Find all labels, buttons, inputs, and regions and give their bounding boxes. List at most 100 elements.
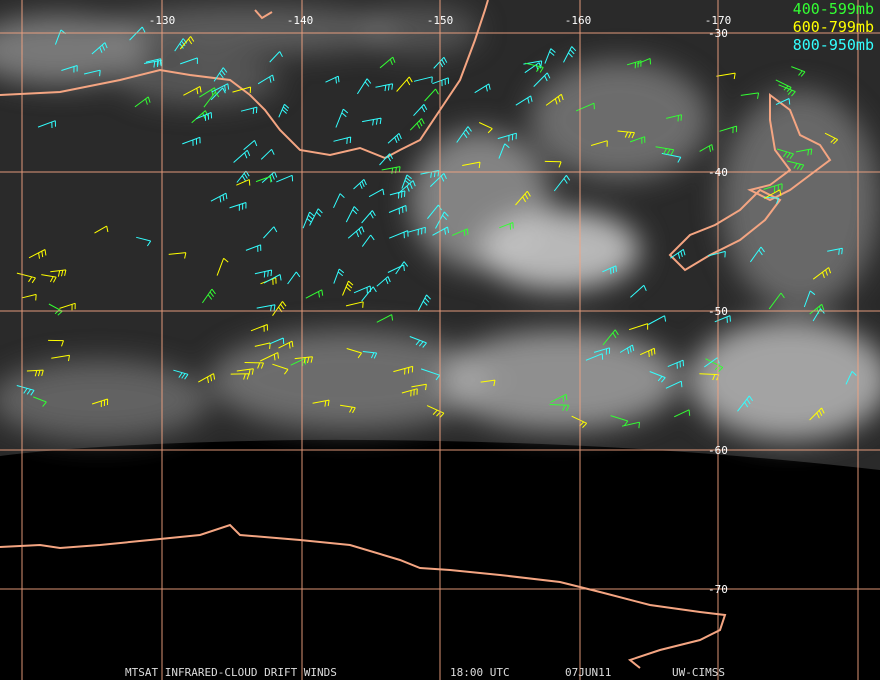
wind-barb bbox=[389, 190, 406, 199]
wind-barb bbox=[397, 180, 416, 195]
wind-barb bbox=[183, 85, 202, 96]
wind-barb bbox=[553, 174, 571, 192]
wind-barb bbox=[229, 202, 247, 211]
wind-barb bbox=[198, 373, 216, 383]
wind-barb bbox=[94, 225, 109, 234]
wind-barb bbox=[388, 205, 407, 215]
wind-barb bbox=[346, 348, 363, 359]
wind-barb bbox=[602, 265, 617, 275]
wind-barb bbox=[368, 188, 385, 198]
lon-label: -160 bbox=[565, 14, 592, 27]
wind-barb bbox=[533, 72, 551, 87]
wind-barb bbox=[134, 96, 151, 108]
wind-barb bbox=[544, 160, 562, 168]
wind-barb bbox=[196, 111, 213, 121]
lon-label: -150 bbox=[427, 14, 454, 27]
wind-barb bbox=[499, 222, 514, 230]
wind-barb bbox=[256, 304, 276, 312]
lat-label: -30 bbox=[708, 27, 728, 40]
wind-barb bbox=[250, 324, 268, 332]
wind-barb bbox=[602, 329, 619, 346]
wind-barb bbox=[407, 226, 426, 236]
wind-barb bbox=[409, 118, 425, 131]
wind-barb bbox=[312, 399, 330, 407]
wind-barb bbox=[845, 370, 857, 385]
wind-barb bbox=[244, 362, 264, 369]
wind-barb bbox=[16, 385, 35, 396]
coastlines bbox=[0, 0, 832, 669]
wind-barb bbox=[563, 46, 577, 63]
wind-barb bbox=[763, 189, 782, 199]
wind-barb bbox=[424, 88, 439, 102]
wind-barb bbox=[610, 415, 629, 427]
wind-barb bbox=[272, 363, 289, 375]
wind-barb bbox=[174, 38, 188, 52]
footer-product: MTSAT INFRARED-CLOUD DRIFT WINDS bbox=[125, 666, 337, 679]
wind-barb bbox=[417, 294, 431, 311]
wind-barb bbox=[309, 208, 323, 226]
wind-barb bbox=[272, 301, 287, 316]
wind-barb bbox=[379, 153, 394, 166]
wind-barb bbox=[389, 230, 409, 239]
wind-barb bbox=[376, 314, 394, 323]
wind-barb bbox=[795, 148, 813, 156]
wind-barb bbox=[791, 66, 806, 77]
wind-barb bbox=[347, 226, 365, 239]
wind-barb bbox=[379, 56, 396, 69]
wind-barb bbox=[269, 51, 283, 63]
wind-barb bbox=[387, 133, 402, 144]
wind-barb bbox=[401, 174, 412, 189]
wind-barb bbox=[33, 396, 47, 407]
wind-barb bbox=[180, 57, 198, 65]
wind-barb bbox=[590, 140, 608, 147]
wind-barb bbox=[420, 368, 441, 381]
footer-time: 18:00 UTC bbox=[450, 666, 510, 679]
wind-barb bbox=[550, 393, 568, 403]
wind-barb bbox=[617, 130, 635, 139]
wind-barb bbox=[413, 76, 433, 83]
wind-barb bbox=[661, 152, 682, 163]
wind-barb bbox=[294, 356, 313, 364]
wind-barb bbox=[786, 160, 805, 171]
footer-date: 07JUN11 bbox=[565, 666, 611, 679]
wind-barb bbox=[361, 286, 377, 302]
wind-barb bbox=[257, 74, 275, 85]
wind-barb bbox=[41, 274, 57, 283]
wind-barb bbox=[812, 267, 832, 280]
wind-barb bbox=[243, 140, 258, 151]
wind-barb bbox=[203, 91, 220, 108]
wind-barb bbox=[263, 274, 282, 284]
wind-barb bbox=[144, 59, 163, 68]
wind-barb bbox=[544, 48, 556, 64]
legend-entry: 600-799mb bbox=[793, 18, 874, 36]
wind-barb bbox=[778, 84, 796, 97]
wind-barb bbox=[809, 407, 825, 421]
wind-barb bbox=[629, 136, 646, 144]
wind-barb bbox=[776, 148, 794, 159]
wind-barb bbox=[630, 284, 647, 298]
wind-barb bbox=[619, 344, 635, 354]
wind-barb bbox=[498, 143, 510, 159]
wind-barb bbox=[716, 72, 736, 80]
wind-barb bbox=[628, 323, 649, 331]
wind-barb bbox=[593, 347, 611, 355]
wind-barb bbox=[667, 359, 684, 369]
wind-barb bbox=[433, 56, 448, 69]
wind-barb bbox=[51, 354, 70, 362]
wind-barb bbox=[666, 114, 682, 122]
wind-barb bbox=[83, 69, 101, 77]
wind-barb bbox=[213, 67, 228, 82]
wind-barb bbox=[168, 252, 187, 259]
wind-barb bbox=[387, 264, 405, 273]
wind-barb bbox=[515, 95, 533, 106]
lon-label: -170 bbox=[705, 14, 732, 27]
wind-barb bbox=[16, 272, 36, 284]
wind-barb bbox=[345, 206, 359, 223]
wind-barb bbox=[179, 36, 195, 50]
wind-barb bbox=[255, 175, 272, 183]
wind-barb bbox=[260, 148, 275, 160]
wind-barb bbox=[456, 126, 472, 143]
wind-barb bbox=[626, 60, 642, 69]
